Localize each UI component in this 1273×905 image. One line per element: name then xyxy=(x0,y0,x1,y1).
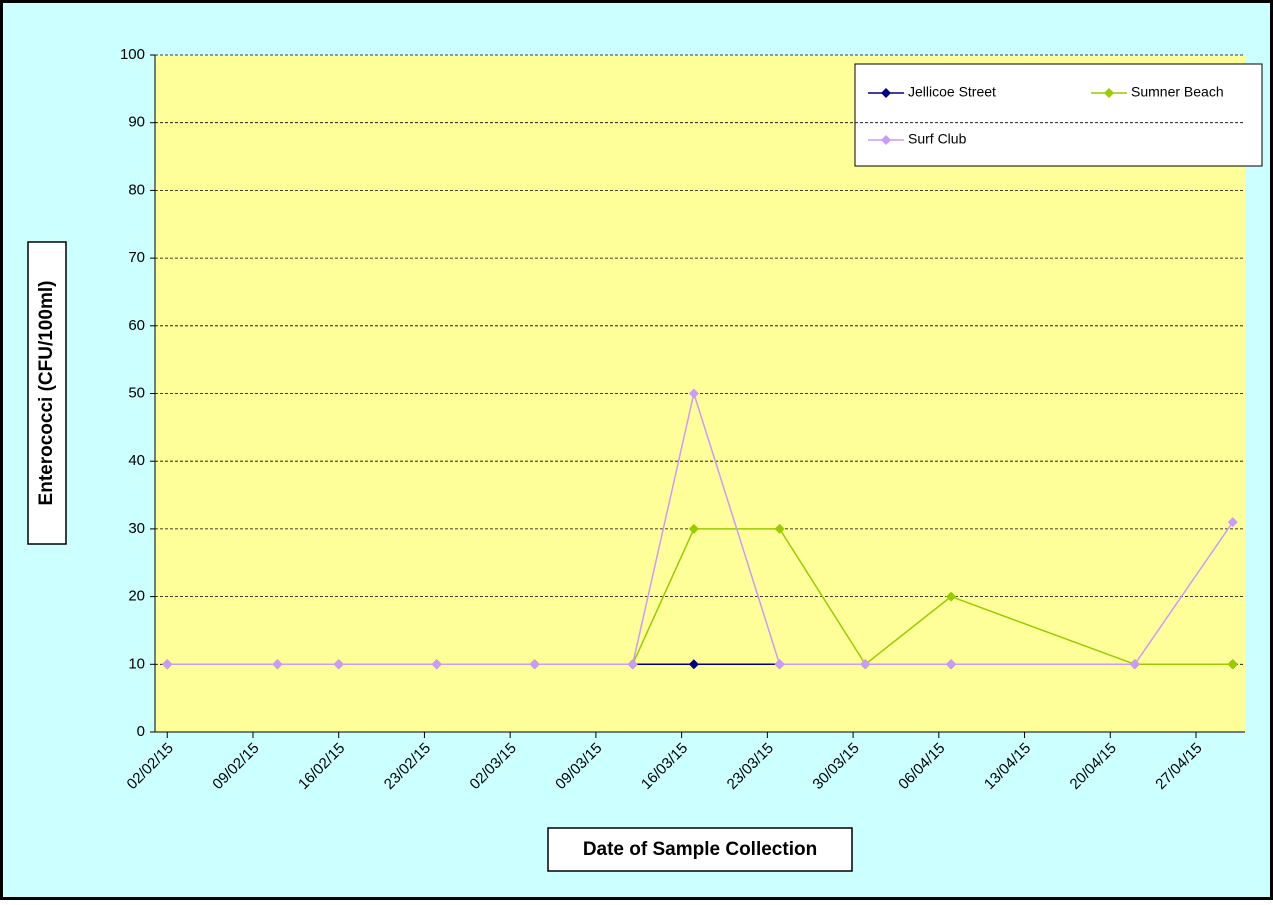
legend-label: Sumner Beach xyxy=(1131,84,1224,100)
data-point xyxy=(627,659,638,670)
y-tick-label: 60 xyxy=(128,317,145,334)
y-tick-label: 90 xyxy=(128,114,145,131)
legend xyxy=(854,63,1263,167)
legend-label: Surf Club xyxy=(908,131,967,147)
y-tick-label: 50 xyxy=(128,384,145,401)
legend-label: Jellicoe Street xyxy=(908,84,996,100)
legend-marker xyxy=(881,135,891,145)
legend-marker xyxy=(881,88,891,98)
data-point xyxy=(529,659,540,670)
data-point xyxy=(946,659,957,670)
data-point xyxy=(946,591,957,602)
x-label-box xyxy=(547,827,853,872)
data-point xyxy=(272,659,283,670)
y-tick-label: 30 xyxy=(128,520,145,537)
y-tick-label: 100 xyxy=(120,46,145,63)
data-point xyxy=(162,659,173,670)
data-point xyxy=(688,388,699,399)
y-tick-label: 0 xyxy=(137,723,145,740)
data-point xyxy=(688,523,699,534)
y-tick-label: 70 xyxy=(128,249,145,266)
y-axis-label: Enterococci (CFU/100ml) xyxy=(36,281,57,506)
y-label-box xyxy=(27,241,67,545)
data-point xyxy=(1227,517,1238,528)
data-point xyxy=(774,523,785,534)
y-tick-label: 80 xyxy=(128,181,145,198)
x-axis-label: Date of Sample Collection xyxy=(583,839,817,860)
data-point xyxy=(1227,659,1238,670)
y-tick-label: 20 xyxy=(128,588,145,605)
data-point xyxy=(860,659,871,670)
data-point xyxy=(431,659,442,670)
data-point xyxy=(774,659,785,670)
y-tick-label: 40 xyxy=(128,452,145,469)
series-line xyxy=(167,390,1234,666)
data-point xyxy=(688,659,699,670)
y-tick-label: 10 xyxy=(128,655,145,672)
data-point xyxy=(333,659,344,670)
legend-marker xyxy=(1104,88,1114,98)
data-point xyxy=(1129,659,1140,670)
